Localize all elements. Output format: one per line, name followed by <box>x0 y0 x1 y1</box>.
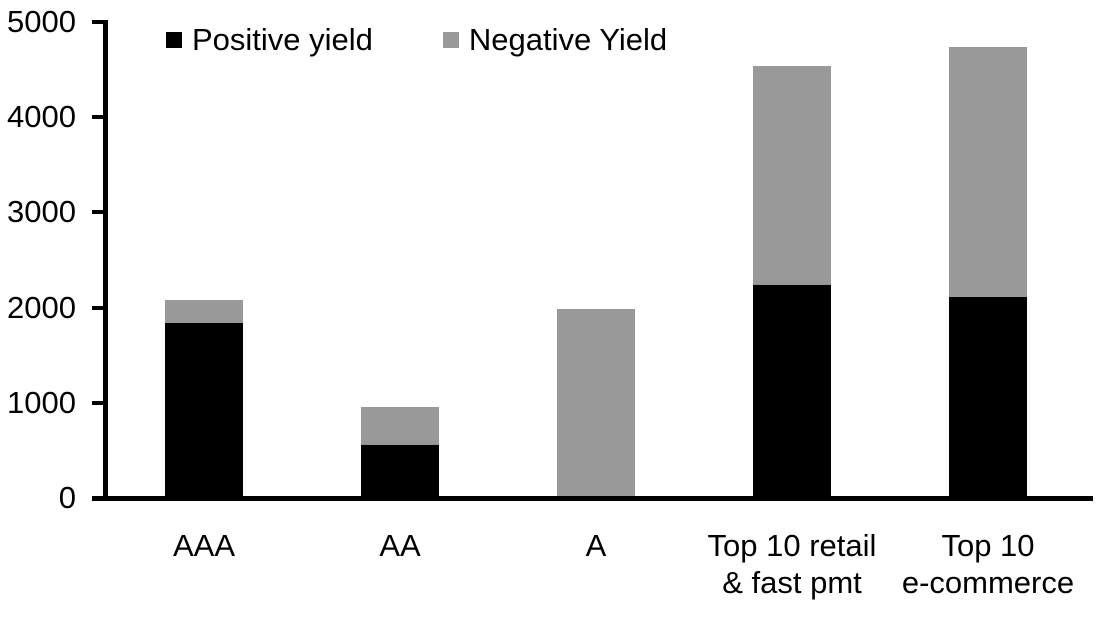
legend-item-positive-yield: Positive yield <box>166 22 373 58</box>
positive-yield-swatch-icon <box>166 32 182 48</box>
y-tick-label-5000: 5000 <box>7 4 76 39</box>
category-label-aaa: AAA <box>172 528 236 563</box>
bar-segment-negative-1 <box>165 300 243 323</box>
y-tick-mark-2000 <box>92 305 104 310</box>
y-axis-line <box>103 20 108 501</box>
category-label-top10-retail: Top 10 retail & fast pmt <box>707 528 877 600</box>
bar-segment-positive-5 <box>949 297 1027 500</box>
bar-segment-negative-4 <box>753 65 831 285</box>
y-tick-label-0: 0 <box>58 480 76 515</box>
y-tick-label-1000: 1000 <box>7 384 76 420</box>
negative-yield-swatch-icon <box>442 32 459 48</box>
legend-label-positive-yield: Positive yield <box>192 22 373 57</box>
bar-segment-positive-4 <box>753 284 831 500</box>
y-tick-mark-4000 <box>92 115 104 120</box>
y-tick-mark-1000 <box>92 400 104 405</box>
y-tick-label-4000: 4000 <box>7 99 76 135</box>
y-tick-mark-5000 <box>92 20 104 24</box>
bar-segment-positive-3 <box>557 496 635 500</box>
y-tick-label-3000: 3000 <box>7 194 76 230</box>
y-tick-label-2000: 2000 <box>7 289 76 325</box>
y-tick-mark-3000 <box>92 210 104 215</box>
bar-segment-positive-1 <box>165 322 243 500</box>
category-label-top10-ecommerce: Top 10 e-commerce <box>901 528 1075 600</box>
bar-segment-negative-5 <box>949 46 1027 298</box>
bar-segment-negative-3 <box>557 308 635 497</box>
legend-label-negative-yield: Negative Yield <box>468 22 668 57</box>
legend-item-negative-yield: Negative Yield <box>442 22 668 58</box>
chart-legend: Positive yield Negative Yield <box>166 21 667 59</box>
category-label-a: A <box>585 528 607 563</box>
bar-segment-positive-2 <box>361 444 439 500</box>
category-label-aa: AA <box>379 528 421 563</box>
bar-segment-negative-2 <box>361 406 439 445</box>
